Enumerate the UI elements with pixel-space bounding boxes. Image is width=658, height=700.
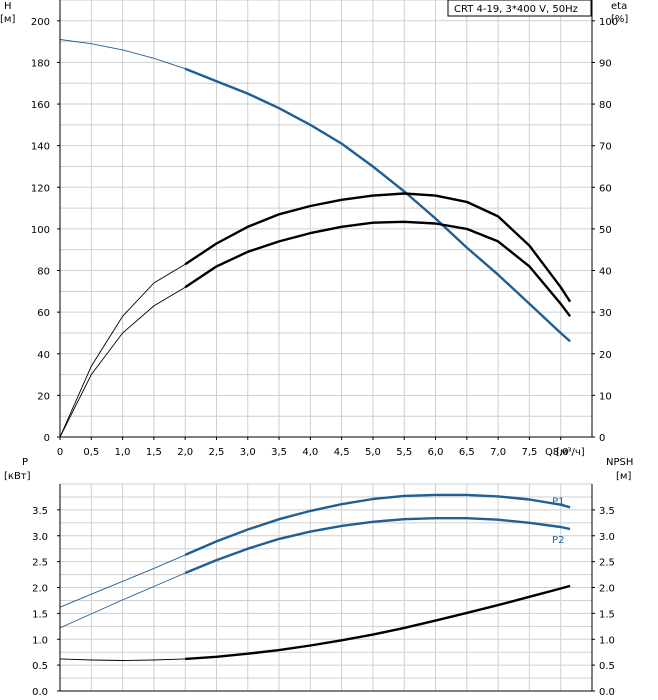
y-right-tick-label: 40 (599, 267, 612, 278)
p-left-tick-label: 0.5 (32, 661, 48, 672)
eta-curve-b-line (184, 220, 572, 318)
x-tick-label: 5,0 (365, 447, 381, 458)
x-tick-label: 8,0 (553, 447, 569, 458)
x-tick-label: 6,0 (428, 447, 444, 458)
x-tick-label: 0,5 (83, 447, 99, 458)
p-left-tick-label: 2.5 (32, 558, 48, 569)
p-left-tick-label: 3.5 (32, 506, 48, 517)
top-chart-series (59, 39, 572, 438)
y-left-tick-label: 180 (31, 58, 50, 69)
x-tick-label: 5,5 (396, 447, 412, 458)
npsh-right-tick-label: 2.0 (599, 584, 615, 595)
y-left-axis-title: H (4, 1, 12, 12)
y-left-tick-label: 0 (44, 433, 50, 444)
y-right-tick-label: 20 (599, 350, 612, 361)
p1-curve-line (184, 493, 571, 557)
p-left-tick-label: 3.0 (32, 532, 48, 543)
x-tick-label: 0 (57, 447, 63, 458)
npsh-right-tick-label: 2.5 (599, 558, 615, 569)
npsh-right-tick-label: 3.5 (599, 506, 615, 517)
eta-curve-a-line (184, 192, 572, 303)
y-left-tick-label: 100 (31, 225, 50, 236)
y-left-tick-label: 60 (37, 308, 50, 319)
npsh-right-tick-label: 0.0 (599, 687, 615, 698)
y-right-tick-label: 60 (599, 183, 612, 194)
npsh-curve-line (185, 584, 571, 661)
p1-curve-thin-line (59, 554, 186, 608)
x-tick-label: 3,0 (240, 447, 256, 458)
p-axis-title: P (22, 457, 28, 468)
p2-curve-line (184, 517, 571, 575)
npsh-axis-title: NPSH (606, 457, 633, 468)
x-tick-label: 4,5 (334, 447, 350, 458)
y-right-tick-label: 50 (599, 225, 612, 236)
eta-curve-b-thin-line (59, 286, 186, 438)
p-left-tick-label: 1.0 (32, 635, 48, 646)
p-axis-unit: [кВт] (4, 471, 31, 482)
y-right-axis-unit: [%] (611, 14, 628, 25)
y-right-tick-label: 30 (599, 308, 612, 319)
y-left-axis-unit: [м] (0, 14, 15, 25)
y-left-tick-label: 140 (31, 142, 50, 153)
x-tick-label: 4,0 (302, 447, 318, 458)
p-left-tick-label: 1.5 (32, 609, 48, 620)
x-tick-label: 6,5 (459, 447, 475, 458)
bottom-chart-series: P1 P2 (59, 493, 571, 661)
y-left-tick-label: 200 (31, 17, 50, 28)
y-left-tick-label: 160 (31, 100, 50, 111)
top-chart-grid (59, 0, 593, 438)
x-tick-label: 7,5 (521, 447, 537, 458)
p2-curve-label: P2 (552, 535, 564, 546)
head-curve-thin-line (59, 39, 186, 70)
chart-axes (57, 0, 595, 692)
x-tick-label: 1,0 (115, 447, 131, 458)
y-right-tick-label: 100 (599, 17, 618, 28)
p-left-tick-label: 2.0 (32, 584, 48, 595)
legend-text: CRT 4-19, 3*400 V, 50Hz (454, 4, 578, 15)
p2-curve-thin-line (59, 572, 186, 629)
y-left-tick-label: 120 (31, 183, 50, 194)
x-axis-title: Q [м³/ч] (545, 447, 585, 458)
y-right-tick-label: 10 (599, 391, 612, 402)
npsh-right-tick-label: 1.5 (599, 609, 615, 620)
npsh-right-tick-label: 1.0 (599, 635, 615, 646)
npsh-axis-unit: [м] (616, 471, 631, 482)
y-right-tick-label: 0 (599, 433, 605, 444)
chart-labels: 0 0,5 1,0 1,5 2,0 2,5 3,0 3,5 4,0 4,5 5,0 5,5 6,0 6,5… (0, 1, 633, 698)
y-right-axis-title: eta (611, 1, 627, 12)
npsh-right-tick-label: 0.5 (599, 661, 615, 672)
npsh-curve-thin-line (59, 658, 186, 661)
y-left-tick-label: 40 (37, 350, 50, 361)
y-left-tick-label: 20 (37, 391, 50, 402)
x-tick-label: 7,0 (490, 447, 506, 458)
x-tick-label: 2,5 (209, 447, 225, 458)
x-tick-label: 2,0 (177, 447, 193, 458)
head-curve-line (184, 67, 571, 343)
y-right-tick-label: 70 (599, 142, 612, 153)
p1-curve-label: P1 (552, 496, 564, 507)
y-left-tick-label: 80 (37, 267, 50, 278)
x-tick-label: 3,5 (271, 447, 287, 458)
y-right-tick-label: 90 (599, 58, 612, 69)
npsh-right-tick-label: 3.0 (599, 532, 615, 543)
y-right-tick-label: 80 (599, 100, 612, 111)
p-left-tick-label: 0.0 (32, 687, 48, 698)
legend-box (447, 0, 592, 17)
x-tick-label: 1,5 (146, 447, 162, 458)
eta-curve-a-thin-line (59, 263, 186, 438)
